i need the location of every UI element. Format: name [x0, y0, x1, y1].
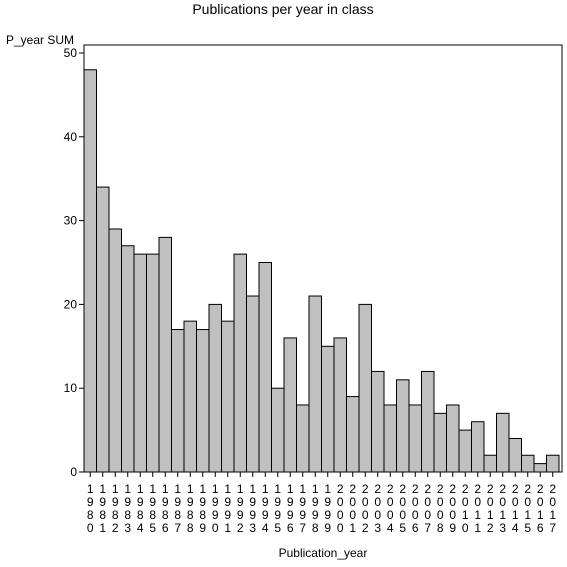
bar-2016	[533, 463, 547, 473]
bar-1999	[321, 345, 335, 473]
bar-2009	[446, 404, 460, 473]
bar-1987	[171, 329, 185, 473]
bar-2014	[508, 437, 522, 473]
bar-2013	[496, 412, 510, 473]
chart-title: Publications per year in class	[192, 1, 373, 17]
bar-1995	[271, 387, 285, 473]
bar-1994	[258, 262, 272, 473]
bar-2015	[521, 454, 535, 473]
bar-1992	[233, 253, 247, 473]
bar-1986	[158, 236, 172, 473]
bar-1998	[308, 295, 322, 473]
y-axis: 0 10 20 30 40 50	[64, 46, 84, 479]
bar-1989	[196, 329, 210, 473]
bar-2012	[483, 454, 497, 473]
bar-1991	[221, 320, 235, 473]
bar-1984	[133, 253, 147, 473]
bar-1982	[108, 228, 122, 473]
bars-group	[83, 69, 560, 473]
bar-1980	[83, 69, 97, 473]
bar-1983	[121, 245, 135, 473]
bar-1990	[208, 303, 222, 473]
bar-2011	[471, 421, 485, 473]
bar-2008	[433, 412, 447, 473]
x-axis: 1 9 8 0 1 9 8 1 1 9 8 2 1 9 8 3 1 9 8 4 1 9 8 5 1 9 8 6 1 9 8 7 1 9 8 8 1 9 8 9…	[87, 472, 556, 535]
x-axis-label: Publication_year	[279, 546, 368, 560]
bar-2010	[458, 429, 472, 473]
y-tick-label-30: 30	[64, 214, 78, 228]
bar-2002	[358, 303, 372, 473]
bar-1996	[283, 337, 297, 473]
y-tick-label-10: 10	[64, 381, 78, 395]
y-tick-label-50: 50	[64, 46, 78, 60]
bar-1988	[183, 320, 197, 473]
plot-frame	[83, 44, 563, 473]
bar-1997	[296, 404, 310, 473]
bar-2003	[371, 370, 385, 473]
bar-2001	[346, 396, 360, 473]
y-tick-label-20: 20	[64, 297, 78, 311]
bar-2005	[396, 379, 410, 473]
y-tick-label-40: 40	[64, 130, 78, 144]
y-axis-label: P_year SUM	[6, 33, 74, 47]
y-tick-label-0: 0	[70, 465, 77, 479]
bar-2004	[383, 404, 397, 473]
bar-2007	[421, 370, 435, 473]
bar-1981	[96, 186, 110, 473]
bar-2000	[333, 337, 347, 473]
bar-2006	[408, 404, 422, 473]
bar-1985	[146, 253, 160, 473]
bar-2017	[546, 454, 560, 473]
bar-1993	[246, 295, 260, 473]
